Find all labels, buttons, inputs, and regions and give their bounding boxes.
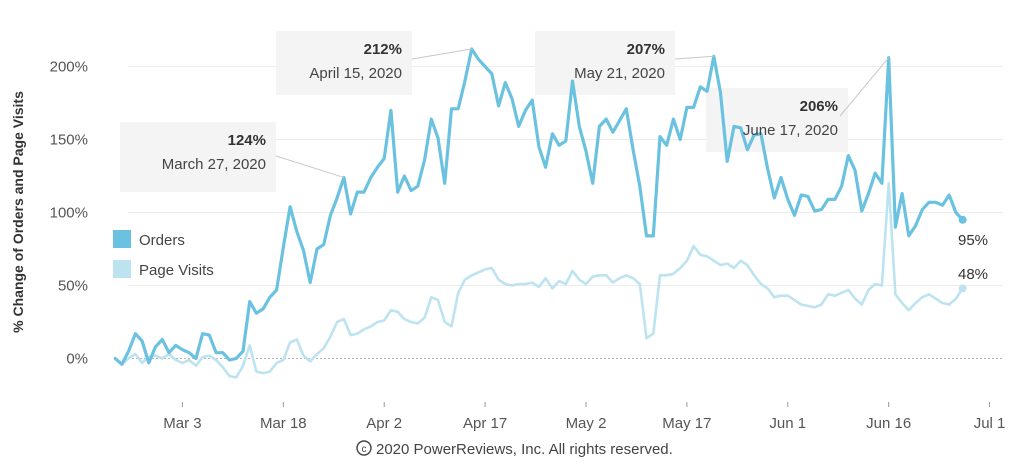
grid-lines [128,66,1003,359]
x-axis: Mar 3 Mar 18 Apr 2 Apr 17 May 2 May 17 Jun 1 Ju… [163,402,1005,432]
end-point-marker [958,215,967,224]
series-lines [113,47,965,379]
annotation-boxes [120,31,848,192]
x-tick-label: Jul 1 [974,415,1006,432]
orders-line [113,47,965,366]
annotation-box [535,31,675,95]
x-tick-label: May 17 [662,415,711,432]
page-visits-line [113,182,964,379]
annotation-value: 124% [228,132,266,149]
annotation-date: June 17, 2020 [743,122,838,139]
annotation-value: 212% [364,41,402,58]
end-value-label: 48% [958,266,988,283]
copyright-text: 2020 PowerReviews, Inc. All rights reser… [376,441,673,458]
y-axis: 0% 50% 100% 150% 200% [50,59,88,368]
x-tick-label: Jun 1 [769,415,806,432]
legend-label-orders: Orders [139,232,185,249]
x-tick-label: Apr 17 [463,415,507,432]
annotation-leader [411,48,472,60]
end-value-label: 95% [958,232,988,249]
end-point-marker [958,284,967,293]
x-tick-label: Mar 18 [260,415,307,432]
annotation-date: May 21, 2020 [574,65,665,82]
legend-swatch-page-visits [113,260,131,278]
end-labels: 95% 48% [958,215,988,293]
y-tick-label: 100% [50,205,88,222]
legend: Orders Page Visits [113,230,214,279]
annotation-value: 206% [800,98,838,115]
y-tick-label: 0% [66,351,88,368]
y-tick-label: 200% [50,59,88,76]
annotation-value: 207% [627,41,665,58]
x-tick-label: Apr 2 [366,415,402,432]
annotation-date: April 15, 2020 [309,65,402,82]
annotation-labels: 124% March 27, 2020 212% April 15, 2020 207%… [162,41,838,173]
annotation-leader [674,55,714,60]
annotation-box [120,122,276,192]
y-tick-label: 50% [58,278,88,295]
annotation-leader [839,57,890,117]
x-tick-label: Mar 3 [163,415,201,432]
legend-swatch-orders [113,230,131,248]
annotation-leaders [275,48,890,178]
legend-label-page-visits: Page Visits [139,262,214,279]
annotation-date: March 27, 2020 [162,156,266,173]
annotation-leader [275,155,345,178]
x-tick-label: May 2 [566,415,607,432]
annotation-box [276,31,412,95]
copyright-footer: c 2020 PowerReviews, Inc. All rights res… [356,440,673,458]
copyright-icon [356,440,372,456]
legend-item-orders[interactable]: Orders [113,230,185,249]
legend-item-page-visits[interactable]: Page Visits [113,260,214,279]
x-tick-label: Jun 16 [866,415,911,432]
y-tick-label: 150% [50,132,88,149]
copyright-icon-glyph: c [362,444,367,455]
y-axis-label: % Change of Orders and Page Visits [10,91,26,333]
